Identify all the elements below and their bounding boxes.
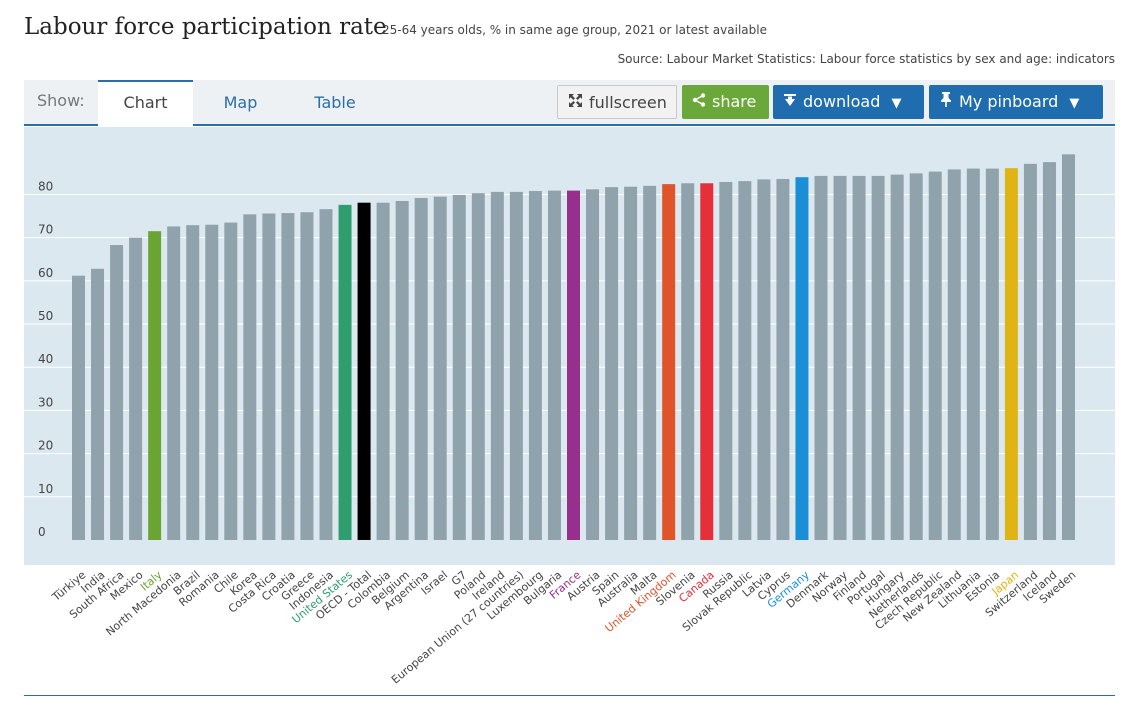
bar [909, 173, 923, 540]
bottom-divider [24, 695, 1115, 696]
bar [110, 245, 124, 540]
bar [528, 191, 542, 540]
tab-chart[interactable]: Chart [98, 80, 193, 126]
bar [890, 174, 904, 540]
bar [262, 213, 276, 540]
download-arrow-icon [783, 85, 797, 119]
y-tick-label: 10 [38, 482, 53, 496]
bar [605, 187, 619, 540]
tab-map[interactable]: Map [223, 93, 258, 112]
bar [490, 191, 504, 540]
y-tick-label: 50 [38, 309, 53, 323]
bar [338, 204, 352, 540]
bar [433, 196, 447, 541]
bar [814, 175, 828, 540]
bar [547, 190, 561, 541]
bar [148, 231, 162, 540]
y-tick-label: 0 [38, 525, 46, 539]
fullscreen-button[interactable]: fullscreen [557, 85, 677, 119]
bar [243, 214, 257, 540]
pinboard-label: My pinboard [959, 92, 1059, 111]
bar [300, 212, 314, 540]
bar [186, 225, 200, 540]
bar [947, 169, 961, 540]
y-tick-label: 60 [38, 266, 53, 280]
y-tick-label: 40 [38, 352, 53, 366]
share-label: share [712, 92, 757, 111]
bar [471, 193, 485, 540]
bar [281, 213, 295, 540]
share-button[interactable]: share [682, 85, 769, 119]
bar [167, 226, 181, 540]
bar [643, 185, 657, 540]
bar [567, 190, 580, 541]
show-label: Show: [37, 91, 85, 110]
bar [452, 194, 466, 540]
share-icon [692, 85, 706, 119]
bar [985, 168, 999, 540]
tab-table[interactable]: Table [314, 93, 356, 112]
bar [719, 181, 733, 540]
download-label: download [803, 92, 881, 111]
page-subtitle: 25-64 years olds, % in same age group, 2… [382, 23, 767, 37]
bar [871, 175, 885, 540]
bar [414, 197, 428, 540]
bar [852, 175, 866, 540]
bar [928, 171, 942, 541]
bar [205, 224, 219, 540]
bar [662, 184, 676, 541]
bar [700, 183, 714, 541]
bar [72, 275, 85, 540]
y-tick-label: 30 [38, 395, 53, 409]
bar [91, 268, 105, 540]
triangle-down-icon: ▼ [891, 96, 902, 111]
triangle-down-icon: ▼ [1069, 96, 1080, 111]
bar [1023, 163, 1037, 541]
bar [1042, 162, 1056, 540]
bar [319, 209, 333, 541]
bar [1062, 154, 1075, 540]
bar [833, 175, 847, 540]
bar [395, 200, 409, 540]
download-button[interactable]: download ▼ [773, 85, 924, 119]
bar [966, 168, 980, 540]
expand-arrows-icon [568, 86, 583, 120]
y-tick-label: 80 [38, 179, 53, 193]
fullscreen-label: fullscreen [589, 93, 667, 112]
page-title: Labour force participation rate [24, 14, 387, 40]
pinboard-button[interactable]: My pinboard ▼ [929, 85, 1103, 119]
toolbar: Show: Chart Map Table fullscreen share d… [24, 80, 1115, 126]
bar [624, 186, 638, 540]
bar [586, 189, 600, 541]
bar [757, 179, 771, 540]
bar [776, 178, 790, 540]
bar [224, 222, 238, 541]
bar [376, 202, 390, 541]
y-tick-label: 70 [38, 223, 53, 237]
pin-icon [939, 85, 953, 119]
bar [129, 237, 143, 540]
y-tick-label: 20 [38, 439, 53, 453]
bar [795, 177, 809, 541]
source-note: Source: Labour Market Statistics: Labour… [617, 52, 1115, 66]
bar [1004, 168, 1018, 540]
bar [738, 181, 752, 540]
bar [509, 191, 523, 540]
bar [681, 183, 695, 541]
bar [357, 202, 371, 541]
